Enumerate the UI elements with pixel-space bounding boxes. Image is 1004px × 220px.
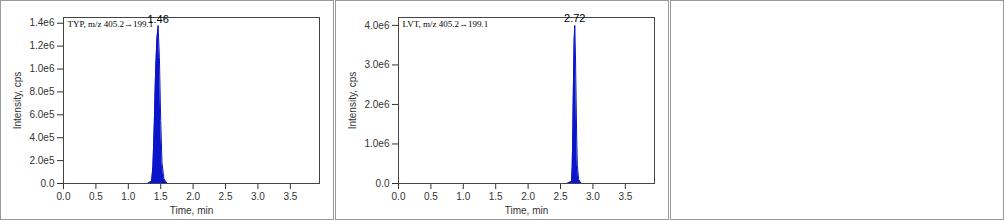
svg-text:0.0: 0.0	[57, 191, 71, 202]
svg-text:0.0: 0.0	[376, 178, 390, 189]
svg-text:6.0e5: 6.0e5	[29, 109, 54, 120]
svg-text:0.0: 0.0	[41, 178, 55, 189]
svg-text:8.0e5: 8.0e5	[29, 86, 54, 97]
svg-text:1.5: 1.5	[154, 191, 168, 202]
svg-text:4.0e6: 4.0e6	[364, 20, 389, 31]
svg-text:1.4e6: 1.4e6	[29, 17, 54, 28]
svg-text:2.0e5: 2.0e5	[29, 155, 54, 166]
svg-text:0.0: 0.0	[392, 191, 406, 202]
svg-text:Intensity, cps: Intensity, cps	[347, 72, 358, 130]
svg-text:3.0: 3.0	[251, 191, 265, 202]
svg-text:3.5: 3.5	[283, 191, 297, 202]
svg-text:Time, min: Time, min	[170, 205, 214, 216]
svg-text:1.2e6: 1.2e6	[29, 40, 54, 51]
svg-text:1.46: 1.46	[147, 13, 168, 25]
svg-text:2.72: 2.72	[564, 12, 585, 24]
svg-text:2.0: 2.0	[521, 191, 535, 202]
svg-text:2.5: 2.5	[554, 191, 568, 202]
svg-text:TYP, m/z 405.2→199.1: TYP, m/z 405.2→199.1	[68, 19, 154, 29]
svg-text:3.5: 3.5	[618, 191, 632, 202]
svg-text:3.0: 3.0	[586, 191, 600, 202]
svg-text:1.0e6: 1.0e6	[29, 63, 54, 74]
svg-text:1.0e6: 1.0e6	[364, 138, 389, 149]
svg-text:1.0: 1.0	[121, 191, 135, 202]
svg-text:1.5: 1.5	[489, 191, 503, 202]
svg-text:2.0: 2.0	[186, 191, 200, 202]
svg-text:2.0e6: 2.0e6	[364, 99, 389, 110]
svg-text:0.5: 0.5	[424, 191, 438, 202]
svg-text:Time, min: Time, min	[505, 205, 549, 216]
svg-text:3.0e6: 3.0e6	[364, 59, 389, 70]
svg-text:4.0e5: 4.0e5	[29, 132, 54, 143]
svg-text:2.5: 2.5	[219, 191, 233, 202]
svg-text:LVT, m/z 405.2→199.1: LVT, m/z 405.2→199.1	[403, 19, 489, 29]
svg-text:1.0: 1.0	[456, 191, 470, 202]
svg-text:0.5: 0.5	[89, 191, 103, 202]
svg-text:Intensity, cps: Intensity, cps	[12, 72, 23, 130]
